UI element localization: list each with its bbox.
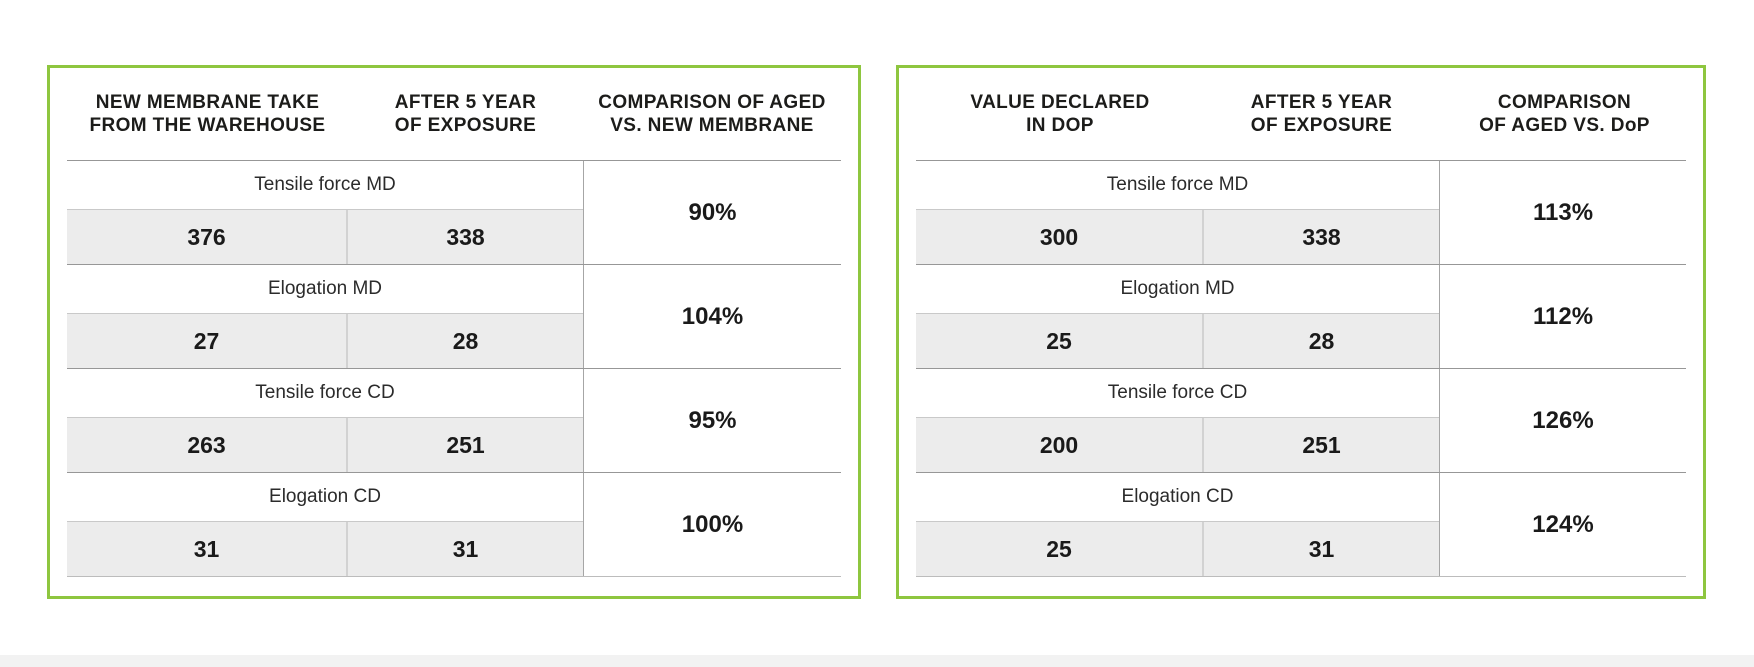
value-cell: 376 [67, 210, 348, 264]
value-cell: 28 [452, 327, 479, 354]
table-row-elogation-cd: Elogation CD 31 31 100% [67, 472, 841, 576]
table-header-row: NEW MEMBRANE TAKE FROM THE WAREHOUSE AFT… [67, 68, 841, 160]
column-header-value-declared: VALUE DECLARED IN DOP [916, 91, 1204, 137]
header-line: AFTER 5 YEAR [1250, 92, 1393, 113]
metric-label: Tensile force MD [254, 174, 396, 195]
value-cell: 27 [67, 314, 348, 368]
comparison-value: 113% [1439, 161, 1686, 264]
value-row: 300 338 [916, 209, 1439, 264]
table-body: Tensile force MD 300 338 113% Elogation … [916, 160, 1686, 577]
value-cell: 251 [1302, 431, 1341, 458]
metric-label: Elogation CD [1121, 486, 1234, 507]
metric-label: Tensile force CD [1107, 382, 1248, 403]
value-row: 200 251 [916, 417, 1439, 472]
table-row-tensile-force-md: Tensile force MD 300 338 113% [916, 160, 1686, 264]
table-header-row: VALUE DECLARED IN DOP AFTER 5 YEAR OF EX… [916, 68, 1686, 160]
bottom-edge-strip [0, 655, 1754, 667]
comparison-value: 90% [583, 161, 841, 264]
comparison-value: 126% [1439, 369, 1686, 472]
value-cell: 263 [67, 418, 348, 472]
table-row-tensile-force-cd: Tensile force CD 200 251 126% [916, 368, 1686, 472]
table-row-elogation-md: Elogation MD 27 28 104% [67, 264, 841, 368]
column-header-comparison: COMPARISON OF AGED VS. NEW MEMBRANE [583, 91, 841, 137]
value-cell: 25 [916, 314, 1204, 368]
header-line: COMPARISON OF AGED [598, 92, 826, 113]
header-line: OF EXPOSURE [1250, 115, 1393, 136]
value-cell: 300 [916, 210, 1204, 264]
value-cell: 28 [1308, 327, 1335, 354]
table-aged-vs-dop: VALUE DECLARED IN DOP AFTER 5 YEAR OF EX… [896, 65, 1706, 599]
header-line: FROM THE WAREHOUSE [89, 115, 326, 136]
value-row: 31 31 [67, 521, 583, 576]
metric-label: Elogation MD [267, 278, 383, 299]
value-cell: 338 [1302, 223, 1341, 250]
value-cell: 200 [916, 418, 1204, 472]
value-row: 27 28 [67, 313, 583, 368]
header-line: IN DOP [1026, 115, 1094, 136]
header-line: COMPARISON [1497, 92, 1632, 113]
column-header-after-5-year: AFTER 5 YEAR OF EXPOSURE [348, 91, 583, 137]
metric-label: Elogation MD [1120, 278, 1235, 299]
column-header-after-5-year: AFTER 5 YEAR OF EXPOSURE [1204, 91, 1439, 137]
comparison-value: 100% [583, 473, 841, 576]
table-row-tensile-force-md: Tensile force MD 376 338 90% [67, 160, 841, 264]
header-line: VS. NEW MEMBRANE [610, 115, 814, 136]
column-header-new-membrane: NEW MEMBRANE TAKE FROM THE WAREHOUSE [67, 91, 348, 137]
metric-label: Tensile force MD [1106, 174, 1249, 195]
header-line: VALUE DECLARED [970, 92, 1150, 113]
column-header-comparison: COMPARISON OF AGED VS. DoP [1439, 91, 1690, 137]
comparison-value: 104% [583, 265, 841, 368]
value-row: 263 251 [67, 417, 583, 472]
table-body: Tensile force MD 376 338 90% Elogation M… [67, 160, 841, 577]
metric-label: Tensile force CD [255, 382, 395, 403]
value-cell: 251 [446, 431, 485, 458]
value-cell: 338 [446, 223, 485, 250]
value-cell: 31 [1308, 535, 1335, 562]
comparison-value: 112% [1439, 265, 1686, 368]
table-row-tensile-force-cd: Tensile force CD 263 251 95% [67, 368, 841, 472]
header-line: NEW MEMBRANE TAKE [95, 92, 320, 113]
value-row: 376 338 [67, 209, 583, 264]
comparison-value: 124% [1439, 473, 1686, 576]
header-line: OF EXPOSURE [394, 115, 537, 136]
table-row-elogation-md: Elogation MD 25 28 112% [916, 264, 1686, 368]
value-cell: 31 [67, 522, 348, 576]
table-aged-vs-new-membrane: NEW MEMBRANE TAKE FROM THE WAREHOUSE AFT… [47, 65, 861, 599]
table-row-elogation-cd: Elogation CD 25 31 124% [916, 472, 1686, 576]
comparison-value: 95% [583, 369, 841, 472]
metric-label: Elogation CD [269, 486, 381, 507]
header-line: AFTER 5 YEAR [394, 92, 537, 113]
value-cell: 25 [916, 522, 1204, 576]
value-row: 25 28 [916, 313, 1439, 368]
header-line: OF AGED VS. DoP [1479, 115, 1650, 136]
value-row: 25 31 [916, 521, 1439, 576]
value-cell: 31 [452, 535, 479, 562]
